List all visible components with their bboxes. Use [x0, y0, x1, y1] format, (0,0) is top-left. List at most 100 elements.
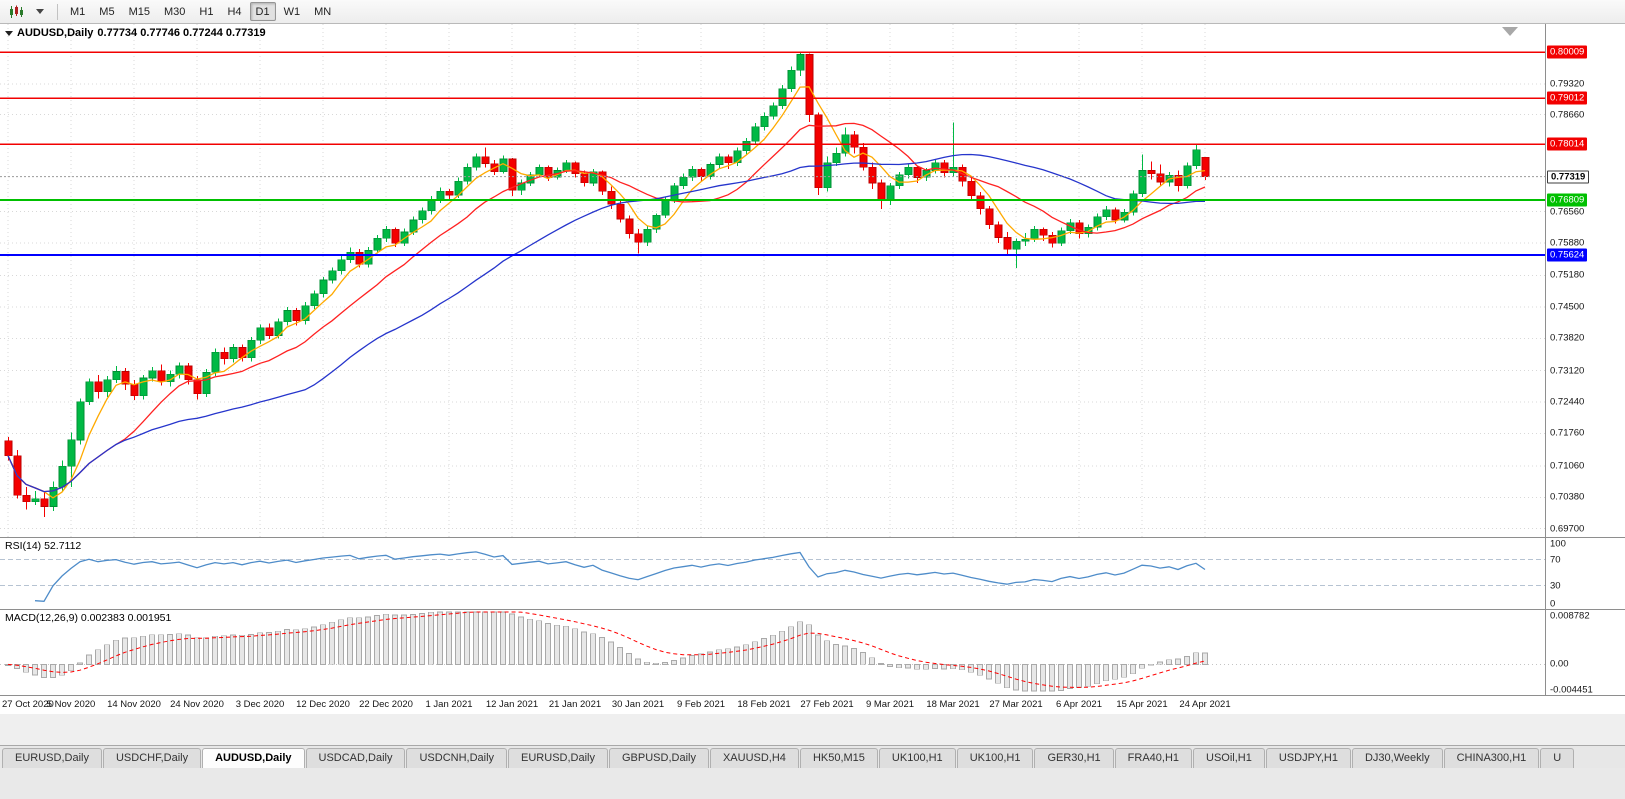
chart-tab-china300-h1[interactable]: CHINA300,H1 — [1444, 748, 1540, 768]
macd-indicator-panel: MACD(12,26,9) 0.002383 0.001951 0.008782… — [0, 610, 1625, 696]
chart-tab-eurusd-daily[interactable]: EURUSD,Daily — [2, 748, 102, 768]
date-label: 5 Nov 2020 — [47, 699, 96, 710]
hline-price-tag: 0.78014 — [1547, 138, 1587, 151]
rsi-axis-label: 70 — [1550, 554, 1561, 565]
macd-axis-label: -0.004451 — [1550, 685, 1593, 696]
macd-histogram — [6, 612, 1208, 691]
time-axis[interactable]: 27 Oct 20205 Nov 202014 Nov 202024 Nov 2… — [0, 696, 1625, 715]
rsi-axis[interactable]: 10070300 — [1545, 538, 1625, 609]
rsi-axis-label: 0 — [1550, 599, 1555, 610]
main-chart-canvas[interactable] — [0, 24, 1545, 537]
timeframe-button-h4[interactable]: H4 — [221, 2, 247, 21]
price-axis-label: 0.69700 — [1550, 523, 1584, 534]
price-axis-label: 0.73820 — [1550, 333, 1584, 344]
rsi-plot-area[interactable]: RSI(14) 52.7112 — [0, 538, 1545, 609]
timeframe-button-m1[interactable]: M1 — [64, 2, 91, 21]
chart-tab-xauusd-h4[interactable]: XAUUSD,H4 — [710, 748, 799, 768]
chart-tool-icon[interactable] — [5, 2, 27, 21]
chart-title: AUDUSD,Daily 0.77734 0.77746 0.77244 0.7… — [5, 27, 266, 39]
price-axis-label: 0.76560 — [1550, 206, 1584, 217]
rsi-axis-label: 30 — [1550, 580, 1561, 591]
chart-tab-hk50-m15[interactable]: HK50,M15 — [800, 748, 878, 768]
date-label: 9 Feb 2021 — [677, 699, 725, 710]
macd-axis[interactable]: 0.008782 0.00 -0.004451 — [1545, 610, 1625, 695]
date-label: 30 Jan 2021 — [612, 699, 664, 710]
chart-tab-usdjpy-h1[interactable]: USDJPY,H1 — [1266, 748, 1351, 768]
date-label: 12 Dec 2020 — [296, 699, 350, 710]
date-label: 27 Mar 2021 — [989, 699, 1042, 710]
timeframe-button-m5[interactable]: M5 — [93, 2, 120, 21]
current-price-tag: 0.77319 — [1547, 170, 1589, 183]
chart-tab-usdcad-daily[interactable]: USDCAD,Daily — [306, 748, 406, 768]
chart-tab-dj30-weekly[interactable]: DJ30,Weekly — [1352, 748, 1443, 768]
chart-tab-ger30-h1[interactable]: GER30,H1 — [1034, 748, 1113, 768]
chart-tab-usoil-h1[interactable]: USOil,H1 — [1193, 748, 1265, 768]
chart-tool-dropdown-button[interactable] — [29, 2, 51, 21]
main-plot-area[interactable]: AUDUSD,Daily 0.77734 0.77746 0.77244 0.7… — [0, 24, 1545, 537]
chart-shift-marker[interactable] — [1502, 27, 1518, 36]
date-label: 18 Mar 2021 — [926, 699, 979, 710]
price-axis-label: 0.75880 — [1550, 238, 1584, 249]
price-axis-label: 0.75180 — [1550, 270, 1584, 281]
chart-tab-u[interactable]: U — [1540, 748, 1574, 768]
date-label: 6 Apr 2021 — [1056, 699, 1102, 710]
chart-tab-gbpusd-daily[interactable]: GBPUSD,Daily — [609, 748, 709, 768]
price-axis[interactable]: 0.793200.786600.765600.758800.751800.745… — [1545, 24, 1625, 537]
date-label: 27 Feb 2021 — [800, 699, 853, 710]
hline-price-tag: 0.79012 — [1547, 92, 1587, 105]
macd-chart-canvas[interactable] — [0, 610, 1545, 695]
toolbar-separator — [57, 4, 58, 20]
chart-tab-usdchf-daily[interactable]: USDCHF,Daily — [103, 748, 201, 768]
date-label: 24 Nov 2020 — [170, 699, 224, 710]
horizontal-level-lines[interactable] — [0, 52, 1545, 255]
chart-menu-icon — [5, 31, 13, 36]
rsi-chart-canvas[interactable] — [0, 538, 1545, 609]
timeframe-button-m30[interactable]: M30 — [158, 2, 191, 21]
date-label: 15 Apr 2021 — [1116, 699, 1167, 710]
price-axis-label: 0.78660 — [1550, 109, 1584, 120]
macd-plot-area[interactable]: MACD(12,26,9) 0.002383 0.001951 — [0, 610, 1545, 695]
main-price-panel: AUDUSD,Daily 0.77734 0.77746 0.77244 0.7… — [0, 24, 1625, 538]
horizontal-scroll-area — [0, 714, 1625, 745]
hline-price-tag: 0.80009 — [1547, 46, 1587, 59]
date-label: 18 Feb 2021 — [737, 699, 790, 710]
chart-tab-fra40-h1[interactable]: FRA40,H1 — [1115, 748, 1192, 768]
timeframe-button-d1[interactable]: D1 — [250, 2, 276, 21]
hline-price-tag: 0.76809 — [1547, 194, 1587, 207]
bottom-strip — [0, 768, 1625, 799]
timeframe-button-w1[interactable]: W1 — [278, 2, 307, 21]
chevron-down-icon — [36, 9, 44, 14]
chart-tab-bar: EURUSD,DailyUSDCHF,DailyAUDUSD,DailyUSDC… — [0, 745, 1625, 768]
macd-axis-label: 0.00 — [1550, 659, 1569, 670]
price-axis-label: 0.71060 — [1550, 460, 1584, 471]
date-label: 1 Jan 2021 — [425, 699, 472, 710]
timeframe-button-h1[interactable]: H1 — [193, 2, 219, 21]
rsi-indicator-panel: RSI(14) 52.7112 10070300 — [0, 538, 1625, 610]
ohlc-values: 0.77734 0.77746 0.77244 0.77319 — [97, 27, 265, 39]
date-label: 21 Jan 2021 — [549, 699, 601, 710]
symbol-label: AUDUSD,Daily — [17, 27, 93, 39]
timeframe-button-group: M1M5M15M30H1H4D1W1MN — [63, 2, 338, 21]
hline-price-tag: 0.75624 — [1547, 248, 1587, 261]
date-label: 14 Nov 2020 — [107, 699, 161, 710]
date-label: 22 Dec 2020 — [359, 699, 413, 710]
chart-tab-uk100-h1[interactable]: UK100,H1 — [879, 748, 956, 768]
chart-tab-usdcnh-daily[interactable]: USDCNH,Daily — [406, 748, 507, 768]
timeframe-button-mn[interactable]: MN — [308, 2, 337, 21]
candlestick-icon — [9, 5, 23, 19]
price-axis-label: 0.71760 — [1550, 428, 1584, 439]
macd-axis-label: 0.008782 — [1550, 611, 1590, 622]
price-axis-label: 0.70380 — [1550, 492, 1584, 503]
timeframe-button-m15[interactable]: M15 — [123, 2, 156, 21]
macd-label: MACD(12,26,9) 0.002383 0.001951 — [5, 612, 171, 624]
price-axis-label: 0.74500 — [1550, 301, 1584, 312]
chart-tab-audusd-daily[interactable]: AUDUSD,Daily — [202, 748, 304, 768]
chart-tab-eurusd-daily[interactable]: EURUSD,Daily — [508, 748, 608, 768]
date-label: 24 Apr 2021 — [1179, 699, 1230, 710]
chart-window: AUDUSD,Daily 0.77734 0.77746 0.77244 0.7… — [0, 24, 1625, 715]
chart-tab-uk100-h1[interactable]: UK100,H1 — [957, 748, 1034, 768]
moving-averages-layer — [8, 87, 1205, 498]
date-label: 12 Jan 2021 — [486, 699, 538, 710]
rsi-label: RSI(14) 52.7112 — [5, 540, 81, 552]
date-label: 3 Dec 2020 — [236, 699, 285, 710]
